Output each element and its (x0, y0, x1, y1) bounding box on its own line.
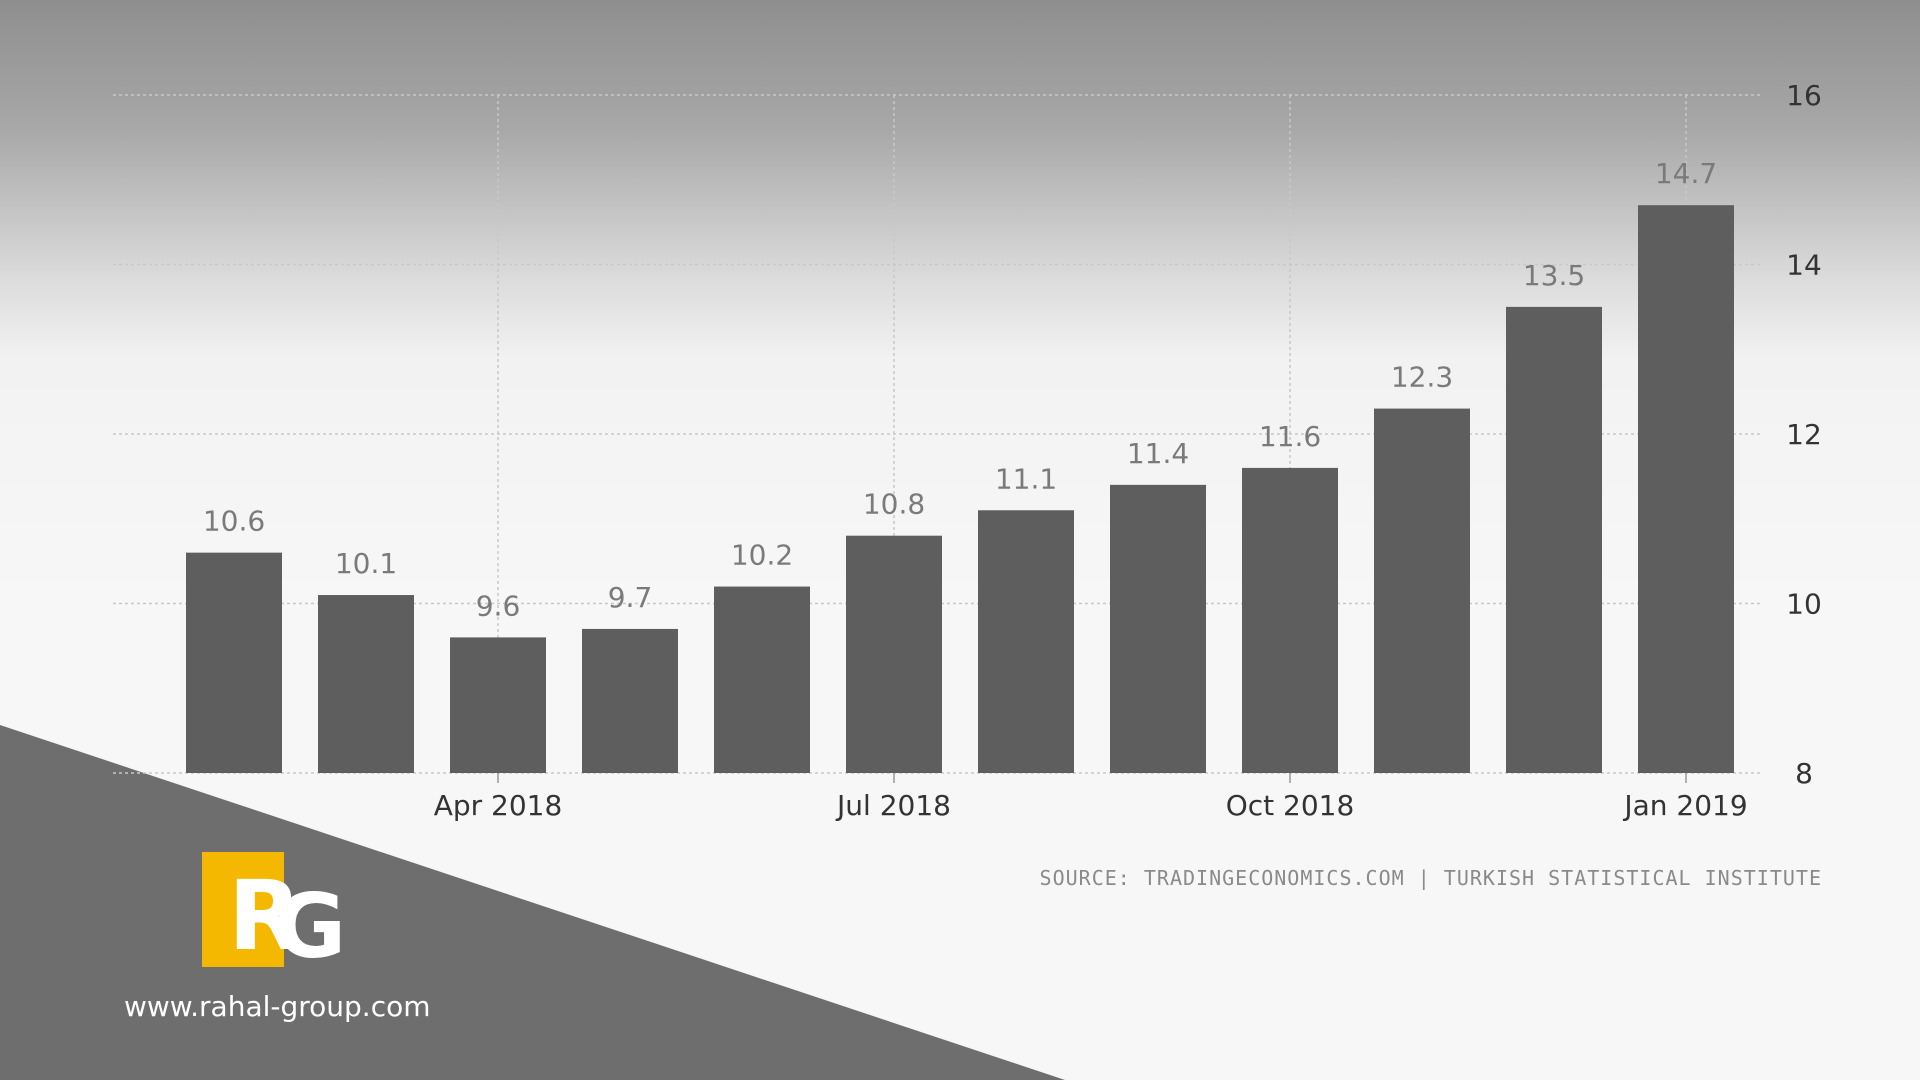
bar (846, 535, 942, 773)
bar (318, 595, 414, 773)
bar-value-label: 11.4 (1127, 437, 1189, 470)
y-tick-label: 16 (1786, 79, 1822, 112)
svg-text:G: G (274, 875, 342, 967)
y-tick-label: 8 (1795, 757, 1813, 790)
bar-value-label: 9.6 (476, 589, 521, 622)
diagonal-band (0, 725, 1065, 1080)
y-tick-label: 10 (1786, 588, 1822, 621)
svg-text:R: R (228, 860, 302, 967)
bar-value-label: 10.2 (731, 539, 793, 572)
bar-value-label: 10.8 (863, 488, 925, 521)
x-tick-label: Oct 2018 (1226, 789, 1355, 822)
bar-value-label: 10.6 (203, 505, 265, 538)
x-axis-ticks: Apr 2018 Jul 2018 Oct 2018 Jan 2019 (434, 773, 1748, 822)
bar-value-label: 12.3 (1391, 361, 1453, 394)
website-url[interactable]: www.rahal-group.com (124, 990, 431, 1023)
bar (450, 637, 546, 773)
bar-value-label: 10.1 (335, 547, 397, 580)
bar (714, 586, 810, 773)
x-tick-label: Jul 2018 (835, 789, 951, 822)
y-tick-label: 14 (1786, 249, 1822, 282)
bar-value-label: 11.1 (995, 462, 1057, 495)
bar (186, 552, 282, 773)
bar (1506, 306, 1602, 773)
y-tick-label: 12 (1786, 418, 1822, 451)
y-axis-ticks: 8 10 12 14 16 (1786, 79, 1822, 790)
bar (1638, 205, 1734, 774)
bar-value-label: 13.5 (1523, 259, 1585, 292)
bar (1110, 484, 1206, 773)
bar-value-labels: 10.6 10.1 9.6 9.7 10.2 10.8 11.1 11.4 11.6 12.3 13… (203, 157, 1717, 622)
bar-value-label: 9.7 (608, 581, 653, 614)
x-tick-label: Jan 2019 (1622, 789, 1747, 822)
bar (1374, 408, 1470, 773)
bar (582, 628, 678, 773)
rahal-group-logo: R G (202, 852, 346, 978)
bars (186, 205, 1734, 774)
bar-value-label: 14.7 (1655, 157, 1717, 190)
source-credit: SOURCE: TRADINGECONOMICS.COM | TURKISH S… (1039, 866, 1822, 890)
bar (978, 510, 1074, 773)
x-tick-label: Apr 2018 (434, 789, 563, 822)
bar-value-label: 11.6 (1259, 420, 1321, 453)
bar (1242, 467, 1338, 773)
